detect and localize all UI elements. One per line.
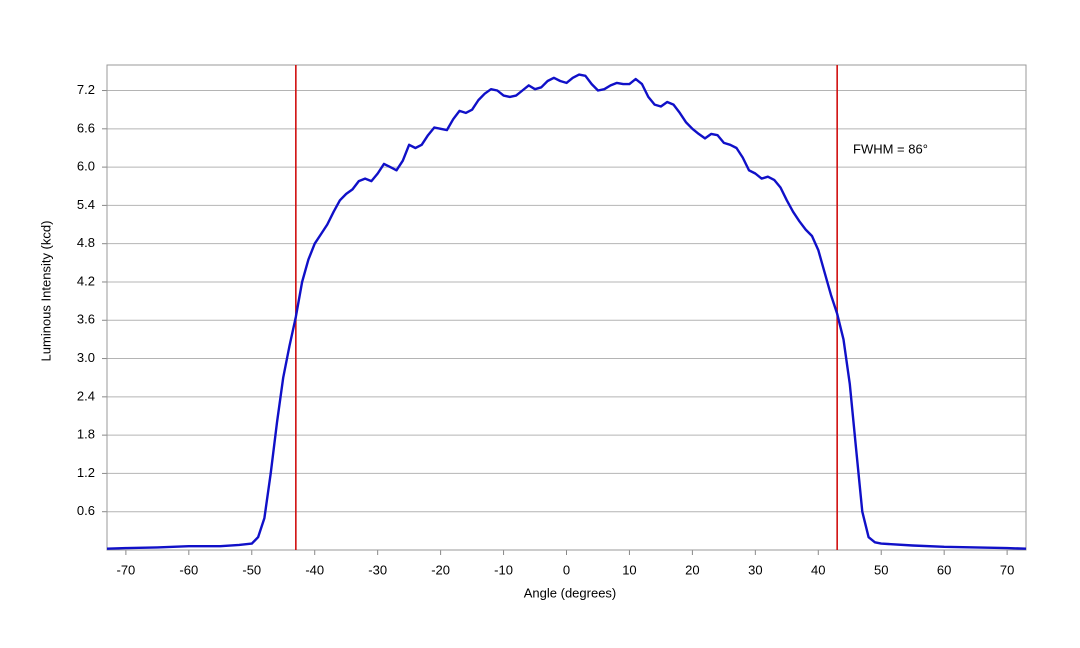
y-tick-label: 1.2 [77,465,95,480]
x-tick-label: 60 [937,562,951,577]
x-tick-label: -10 [494,562,513,577]
x-tick-label: -60 [179,562,198,577]
x-tick-label: -40 [305,562,324,577]
x-axis-label: Angle (degrees) [524,585,617,600]
y-tick-label: 3.0 [77,350,95,365]
y-tick-label: 5.4 [77,197,95,212]
x-tick-label: -70 [116,562,135,577]
x-tick-label: 20 [685,562,699,577]
y-tick-label: 4.8 [77,235,95,250]
y-tick-label: 2.4 [77,388,95,403]
x-tick-label: -30 [368,562,387,577]
x-tick-label: 0 [563,562,570,577]
y-tick-label: 1.8 [77,427,95,442]
x-tick-label: 50 [874,562,888,577]
y-tick-label: 3.6 [77,312,95,327]
y-tick-label: 6.6 [77,120,95,135]
y-tick-label: 0.6 [77,503,95,518]
x-tick-label: 10 [622,562,636,577]
y-axis-label: Luminous Intensity (kcd) [38,221,53,362]
x-tick-label: 40 [811,562,825,577]
x-tick-label: -20 [431,562,450,577]
x-tick-label: -50 [242,562,261,577]
data-line [106,73,1027,550]
x-tick-label: 70 [1000,562,1014,577]
y-tick-label: 7.2 [77,82,95,97]
x-tick-label: 30 [748,562,762,577]
y-tick-label: 4.2 [77,273,95,288]
annotation: FWHM = 86° [853,141,928,156]
plot-border [106,64,1027,551]
y-tick-label: 6.0 [77,159,95,174]
